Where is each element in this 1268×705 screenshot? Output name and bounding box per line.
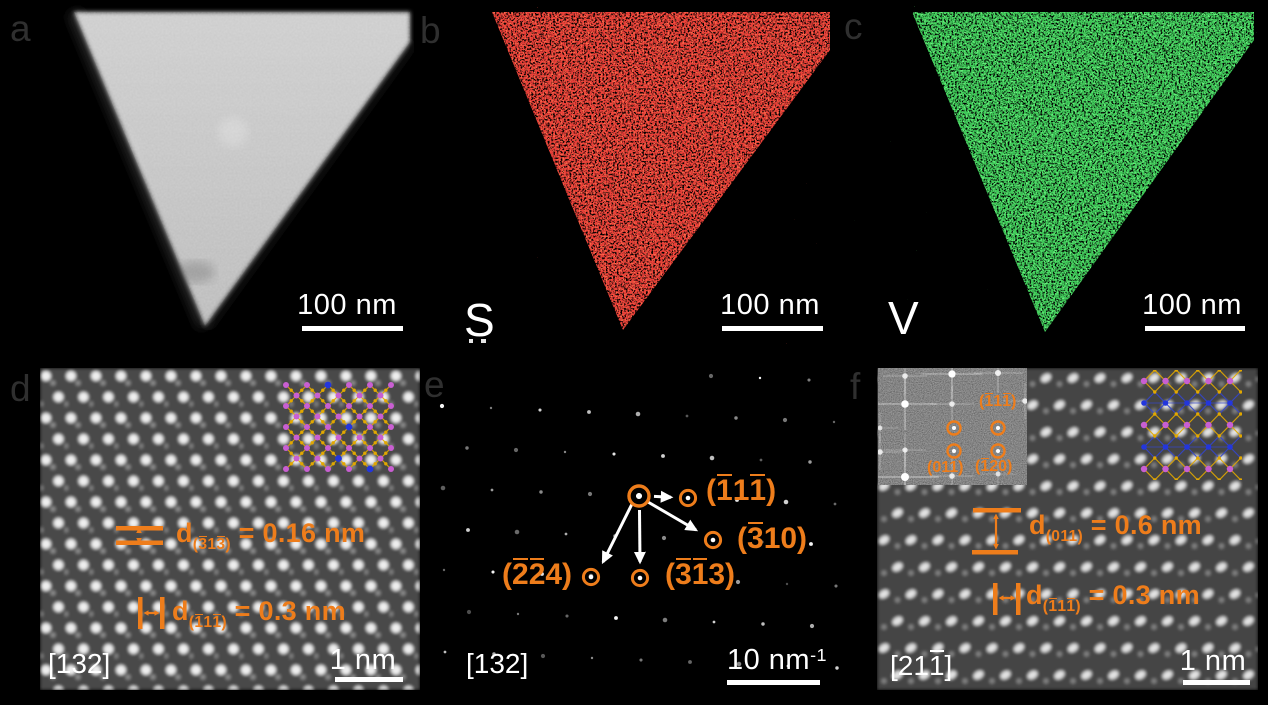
- vanadium-stray-counts: [850, 5, 1258, 345]
- scalebar-line-b: [722, 326, 823, 331]
- d-spacing-marker-f1: [972, 508, 1021, 555]
- panel-d-atomic-image: [40, 368, 420, 690]
- indexed-spot-circles: [581, 484, 723, 588]
- scalebar-line-c: [1145, 326, 1245, 331]
- panel-a-haadf-image: [67, 9, 414, 329]
- crystal-structure-inset-f: [1140, 370, 1242, 480]
- fft-circled-spots: [946, 420, 1006, 459]
- panel-f-atomic-image: [877, 368, 1258, 690]
- reflection-arrows: [601, 490, 699, 565]
- crystal-structure-inset-d: [283, 381, 394, 473]
- scalebar-line-f: [1183, 680, 1250, 685]
- panel-e-diffraction-pattern: [430, 368, 845, 690]
- d-spacing-marker-d1: [116, 526, 163, 545]
- d-spacing-marker-f2: [993, 583, 1021, 615]
- fft-inset: [878, 368, 1027, 485]
- panel-b-sulfur-eds-map: [430, 5, 836, 345]
- scalebar-line-d: [335, 677, 403, 682]
- scalebar-line-e: [727, 680, 820, 685]
- scalebar-line-a: [302, 326, 403, 331]
- haadf-lattice-d: [40, 368, 420, 690]
- cropped-text-marks: [469, 339, 486, 343]
- d-spacing-marker-d2: [138, 597, 165, 629]
- fft-bragg-crosses: [878, 368, 1027, 485]
- sulfur-stray-counts: [430, 5, 836, 345]
- panel-c-vanadium-eds-map: [850, 5, 1258, 345]
